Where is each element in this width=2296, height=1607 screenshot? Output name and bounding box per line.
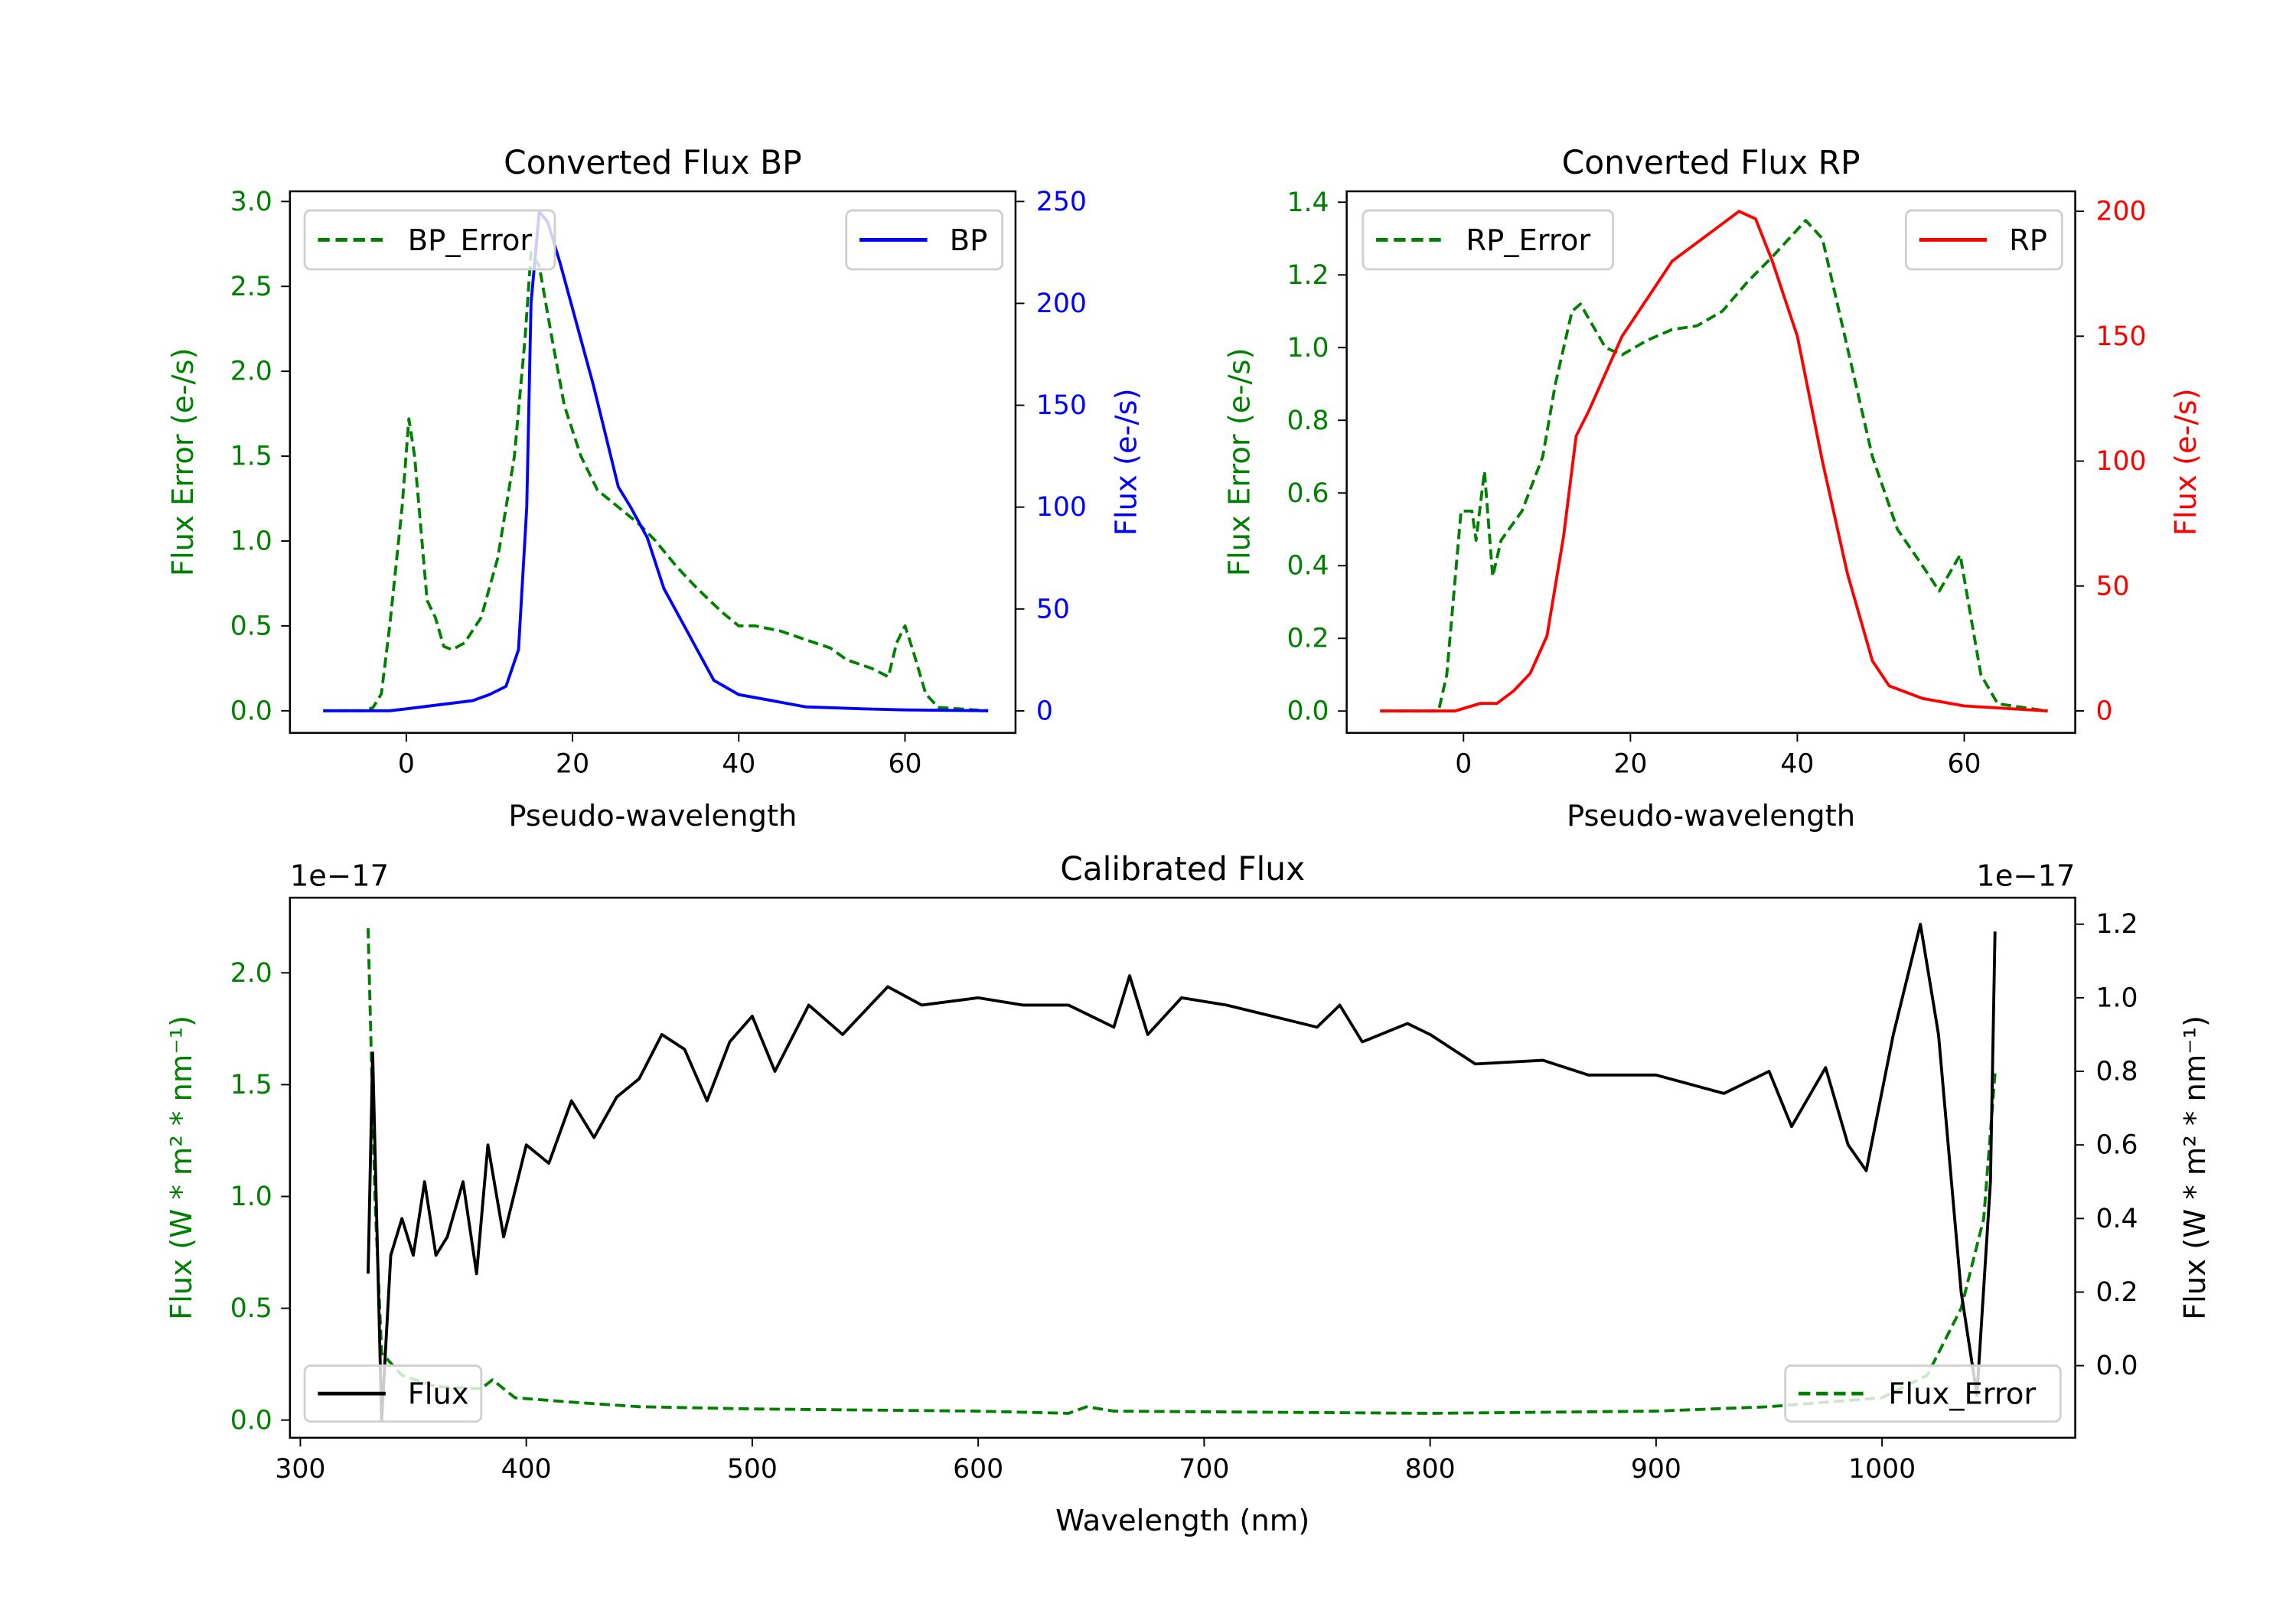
plot-frame — [289, 190, 1017, 734]
series-line-rp_error — [1380, 219, 2048, 713]
x-tick-label: 600 — [953, 1454, 1003, 1485]
y-axis-label-right: Flux (e-/s) — [1110, 389, 1144, 536]
y-tick-label-left: 3.0 — [230, 187, 272, 217]
y-tick-label-left: 0.6 — [1287, 478, 1329, 509]
x-tick-label: 700 — [1179, 1454, 1229, 1485]
y-tick-label-right: 50 — [2095, 571, 2129, 601]
y-tick-label-left: 2.0 — [230, 357, 272, 387]
y-tick-label-left: 1.2 — [1287, 260, 1329, 291]
legend-label: BP — [950, 223, 988, 258]
legend-left: Flux_Error — [1784, 1364, 2062, 1423]
y-tick-label-left: 0.0 — [230, 696, 272, 726]
plot-frame — [1345, 190, 2076, 734]
y-tick-label-right: 1.0 — [2095, 983, 2138, 1013]
y-tick-label-right: 100 — [1036, 492, 1087, 523]
legend-label: Flux_Error — [1888, 1377, 2036, 1412]
offset-label-right: 1e−17 — [1976, 859, 2075, 894]
x-tick-label: 20 — [1613, 749, 1647, 780]
chart-title: Converted Flux BP — [504, 144, 801, 181]
y-tick-label-right: 0.8 — [2095, 1057, 2138, 1087]
series-line-bp — [323, 210, 989, 712]
y-tick-label-right: 0.4 — [2095, 1204, 2138, 1234]
y-tick-label-right: 0.6 — [2095, 1130, 2138, 1161]
x-tick-label: 400 — [501, 1454, 552, 1485]
x-tick-label: 40 — [722, 749, 755, 780]
legend-left: RP_Error — [1362, 209, 1615, 271]
x-tick-label: 1000 — [1848, 1454, 1916, 1485]
x-tick-label: 60 — [888, 749, 921, 780]
legend-label: Flux — [408, 1377, 469, 1412]
x-tick-label: 500 — [727, 1454, 778, 1485]
y-tick-label-left: 1.5 — [230, 1070, 272, 1100]
x-tick-label: 20 — [556, 749, 589, 780]
y-tick-label-right: 0 — [1036, 696, 1053, 726]
y-axis-label-left: Flux Error (e-/s) — [1223, 348, 1257, 577]
y-axis-label-left: Flux (W * m² * nm⁻¹) — [165, 1015, 199, 1320]
y-tick-label-left: 2.5 — [230, 272, 272, 302]
y-tick-label-right: 0 — [2095, 696, 2112, 727]
legend-right: Flux — [303, 1364, 483, 1423]
chart-title: Converted Flux RP — [1562, 144, 1861, 181]
y-tick-label-right: 0.2 — [2095, 1277, 2138, 1308]
x-tick-label: 0 — [398, 749, 415, 780]
legend-box — [1362, 209, 1615, 271]
x-tick-label: 40 — [1780, 749, 1814, 780]
y-tick-label-right: 100 — [2095, 446, 2146, 477]
legend-box — [303, 209, 556, 271]
subplot-converted-flux-rp: Converted Flux RP 0 20 40 60 Pseudo-wavelengt… — [1223, 144, 2204, 833]
y-tick-label-left: 0.0 — [230, 1405, 272, 1436]
series-line-flux — [367, 922, 1997, 1423]
subplot-converted-flux-bp: Converted Flux BP 0 20 40 60 Pseudo-wavelengt… — [166, 144, 1144, 833]
offset-label-left: 1e−17 — [290, 859, 389, 894]
x-axis-label: Pseudo-wavelength — [1567, 799, 1855, 833]
chart-title: Calibrated Flux — [1060, 850, 1305, 888]
x-axis-label: Pseudo-wavelength — [508, 799, 797, 833]
y-tick-label-left: 1.0 — [1287, 333, 1329, 363]
x-tick-label: 800 — [1405, 1454, 1456, 1485]
y-tick-label-left: 1.0 — [230, 1182, 272, 1212]
series-line-flux_error — [367, 927, 1997, 1415]
legend-right: RP — [1904, 209, 2063, 271]
subplot-calibrated-flux: Calibrated Flux 300 400 500 600 700 800 900 1000… — [165, 850, 2213, 1538]
legend-label: RP_Error — [1466, 223, 1590, 258]
series-line-bp_error — [323, 250, 989, 712]
legend-label: BP_Error — [408, 223, 533, 258]
y-tick-label-right: 200 — [2095, 197, 2146, 227]
y-tick-label-right: 50 — [1036, 594, 1070, 624]
legend-box — [1784, 1364, 2062, 1423]
y-tick-label-left: 0.2 — [1287, 624, 1329, 654]
y-axis-label-right: Flux (e-/s) — [2169, 389, 2203, 536]
y-tick-label-left: 2.0 — [230, 958, 272, 989]
y-tick-label-right: 150 — [2095, 321, 2146, 352]
legend-box — [303, 1364, 483, 1423]
plot-frame — [289, 896, 2076, 1439]
y-tick-label-left: 0.5 — [230, 611, 272, 641]
x-tick-label: 0 — [1455, 749, 1472, 780]
y-axis-label-right: Flux (W * m² * nm⁻¹) — [2178, 1015, 2213, 1320]
y-tick-label-right: 200 — [1036, 288, 1087, 319]
y-tick-label-right: 250 — [1036, 187, 1087, 217]
y-tick-label-right: 1.2 — [2095, 909, 2138, 940]
legend-left: BP_Error — [303, 209, 556, 271]
y-tick-label-left: 1.4 — [1287, 187, 1329, 218]
y-axis-label-left: Flux Error (e-/s) — [166, 348, 201, 577]
y-tick-label-left: 0.8 — [1287, 406, 1329, 436]
y-tick-label-left: 0.5 — [230, 1293, 272, 1324]
x-tick-label: 900 — [1631, 1454, 1681, 1485]
y-tick-label-left: 1.5 — [230, 442, 272, 472]
legend-label: RP — [2009, 223, 2047, 258]
x-tick-label: 60 — [1947, 749, 1981, 780]
legend-right: BP — [845, 209, 1004, 271]
series-line-rp — [1380, 210, 2048, 712]
y-tick-label-left: 0.0 — [1287, 696, 1329, 727]
x-axis-label: Wavelength (nm) — [1055, 1504, 1309, 1538]
x-tick-label: 300 — [275, 1454, 325, 1485]
y-tick-label-left: 1.0 — [230, 526, 272, 557]
y-tick-label-right: 0.0 — [2095, 1351, 2138, 1381]
y-tick-label-right: 150 — [1036, 390, 1087, 421]
y-tick-label-left: 0.4 — [1287, 551, 1329, 582]
